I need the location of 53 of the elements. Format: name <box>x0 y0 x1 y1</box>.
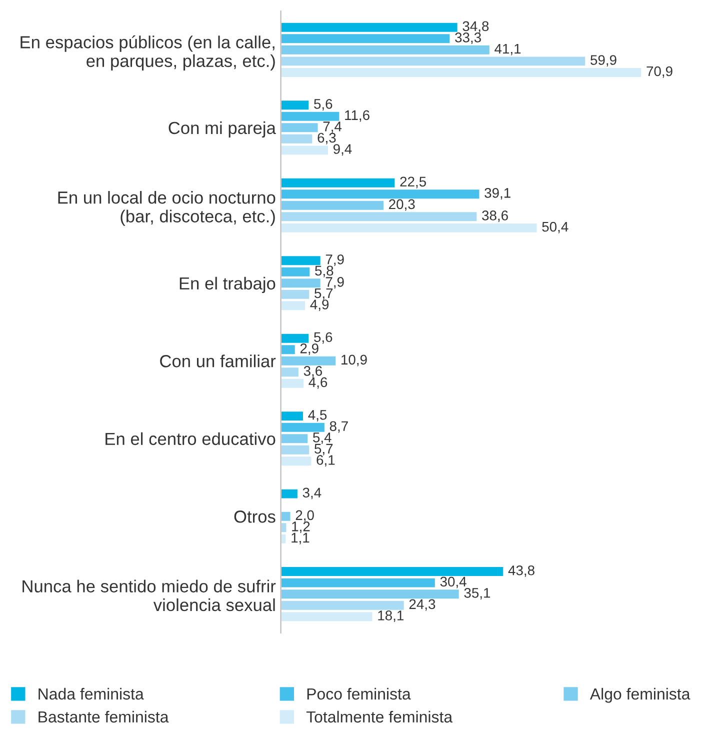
data-label: 7,9 <box>326 254 344 266</box>
data-label: 22,5 <box>400 176 426 188</box>
data-label: 1,1 <box>292 532 310 544</box>
data-label: 11,6 <box>345 110 370 122</box>
data-label: 7,4 <box>323 122 342 134</box>
data-label: 50,4 <box>542 222 568 234</box>
data-label: 8,7 <box>330 421 348 433</box>
data-label: 30,4 <box>440 576 466 588</box>
data-label: 5,7 <box>314 444 333 456</box>
data-label: 5,8 <box>315 266 334 278</box>
legend-label: Algo feminista <box>590 688 690 703</box>
data-label: 2,0 <box>296 510 314 522</box>
legend-label: Totalmente feminista <box>306 710 453 723</box>
data-label: 43,8 <box>508 565 534 577</box>
data-label: 4,5 <box>308 410 327 422</box>
data-label: 59,9 <box>590 55 616 67</box>
data-label: 4,6 <box>308 377 328 389</box>
data-label: 2,9 <box>300 343 318 355</box>
data-label: 18,1 <box>378 610 404 622</box>
data-label: 5,4 <box>313 432 332 444</box>
data-label: 38,6 <box>482 210 508 222</box>
data-label: 20,3 <box>389 199 415 211</box>
y-tick-label: Nunca he sentido miedo de sufrir violencia sexual <box>22 580 276 612</box>
y-tick-label: En espacios públicos (en la calle, en parques, plazas, etc.) <box>20 35 275 71</box>
legend-label: Bastante feminista <box>38 710 169 723</box>
y-tick-label: Con un familiar <box>160 354 276 368</box>
data-label: 3,4 <box>302 488 322 500</box>
data-label: 5,7 <box>314 288 333 300</box>
data-label: 70,9 <box>646 66 672 78</box>
bar <box>280 488 299 500</box>
y-tick-label: En el centro educativo <box>106 432 276 446</box>
y-tick-label: En el trabajo <box>180 276 276 294</box>
y-tick-label: Otros <box>234 510 276 523</box>
data-label: 41,1 <box>494 44 521 56</box>
data-label: 5,6 <box>314 99 332 110</box>
legend-label: Nada feminista <box>38 688 144 700</box>
data-label: 1,2 <box>292 522 310 533</box>
data-label: 6,3 <box>318 132 336 144</box>
data-label: 9,4 <box>333 144 352 156</box>
data-label: 34,8 <box>462 21 489 33</box>
data-label: 24,3 <box>409 599 436 611</box>
data-label: 35,1 <box>464 588 490 600</box>
y-tick-label: En un local de ocio nocturno (bar, discoteca, etc.) <box>58 191 276 226</box>
data-label: 33,3 <box>455 32 481 44</box>
data-label: 7,9 <box>326 277 344 288</box>
y-tick-label: Con mi pareja <box>168 121 276 138</box>
data-label: 10,9 <box>342 354 367 366</box>
data-label: 3,6 <box>304 366 322 378</box>
data-label: 5,6 <box>314 332 332 344</box>
data-label: 4,9 <box>310 300 329 312</box>
data-label: 6,1 <box>316 455 335 467</box>
data-label: 39,1 <box>484 188 510 200</box>
legend-label: Poco feminista <box>307 688 411 700</box>
